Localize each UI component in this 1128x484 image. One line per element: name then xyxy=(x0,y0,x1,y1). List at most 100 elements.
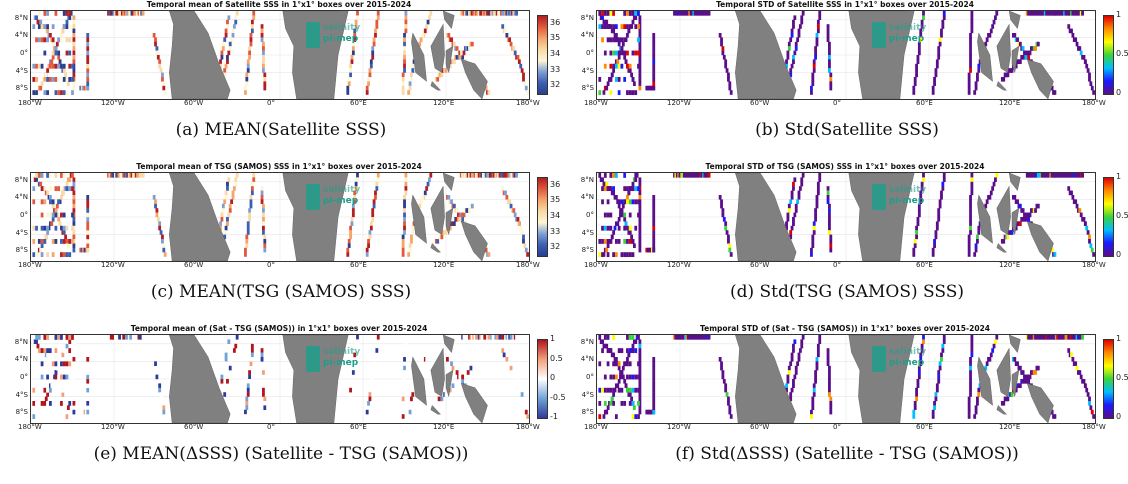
data-cell xyxy=(1076,204,1079,209)
data-cell xyxy=(55,401,58,406)
data-cell xyxy=(829,77,832,82)
data-cell xyxy=(232,195,235,200)
data-cell xyxy=(990,353,993,358)
data-cell xyxy=(251,348,254,353)
data-cell xyxy=(55,46,58,51)
data-cell xyxy=(57,186,60,191)
data-cell xyxy=(374,191,377,196)
data-cell xyxy=(940,29,943,34)
data-cell xyxy=(1054,252,1057,257)
data-cell xyxy=(86,383,89,388)
data-cell xyxy=(976,397,979,402)
data-cell xyxy=(632,186,635,191)
data-cell xyxy=(86,213,89,218)
land-mass xyxy=(1027,59,1053,99)
watermark-text: salinity xyxy=(323,348,360,357)
data-cell xyxy=(447,195,450,200)
data-cell xyxy=(814,375,817,380)
data-cell xyxy=(46,213,49,218)
data-cell xyxy=(975,81,978,86)
data-cell xyxy=(405,191,408,196)
data-cell xyxy=(436,77,439,82)
data-cell xyxy=(990,29,993,34)
data-cell xyxy=(629,186,632,191)
data-cell xyxy=(57,379,60,384)
data-cell xyxy=(724,383,727,388)
data-cell xyxy=(160,68,163,73)
data-cell xyxy=(1034,208,1037,213)
data-cell xyxy=(598,24,601,29)
data-cell xyxy=(827,191,830,196)
data-cell xyxy=(73,388,76,393)
data-cell xyxy=(411,68,414,73)
data-cell xyxy=(941,20,944,25)
data-cell xyxy=(968,252,971,257)
data-cell xyxy=(1091,86,1094,91)
data-cell xyxy=(371,213,374,218)
data-cell xyxy=(409,410,412,415)
x-tick-label: 0° xyxy=(833,99,841,107)
data-cell xyxy=(71,226,74,231)
data-cell xyxy=(629,388,632,393)
data-cell xyxy=(632,199,635,204)
data-cell xyxy=(637,375,640,380)
data-cell xyxy=(52,348,55,353)
colorbar-tick-label: 1 xyxy=(1116,172,1121,181)
data-cell xyxy=(351,221,354,226)
map-area xyxy=(596,172,1096,262)
data-cell xyxy=(86,59,89,64)
data-cell xyxy=(46,335,49,340)
data-cell xyxy=(612,64,615,69)
data-cell xyxy=(637,51,640,56)
y-tick-label: 4°N xyxy=(15,355,28,363)
data-cell xyxy=(936,221,939,226)
data-cell xyxy=(652,226,655,231)
data-cell xyxy=(525,248,528,253)
data-cell xyxy=(615,173,618,178)
data-cell xyxy=(403,230,406,235)
data-cell xyxy=(456,370,459,375)
data-cell xyxy=(68,64,71,69)
data-cell xyxy=(68,339,71,344)
data-cell xyxy=(915,68,918,73)
data-cell xyxy=(969,226,972,231)
data-cell xyxy=(969,208,972,213)
data-cell xyxy=(45,235,48,240)
data-cell xyxy=(817,353,820,358)
data-cell xyxy=(60,361,63,366)
data-cell xyxy=(409,81,412,86)
data-cell xyxy=(447,33,450,38)
y-tick-label: 8°N xyxy=(15,338,28,346)
data-cell xyxy=(245,235,248,240)
data-cell xyxy=(35,401,38,406)
colorbar-tick-label: 0 xyxy=(1116,412,1121,421)
data-cell xyxy=(73,37,76,42)
data-cell xyxy=(1024,55,1027,60)
watermark-text: salinity xyxy=(323,186,360,195)
data-cell xyxy=(639,339,642,344)
data-cell xyxy=(795,42,798,47)
data-cell xyxy=(943,335,946,340)
data-cell xyxy=(55,414,58,419)
data-cell xyxy=(814,370,817,375)
data-cell xyxy=(935,230,938,235)
data-cell xyxy=(811,235,814,240)
data-cell xyxy=(522,77,525,82)
data-cell xyxy=(248,208,251,213)
data-cell xyxy=(261,191,264,196)
data-cell xyxy=(632,348,635,353)
data-cell xyxy=(791,191,794,196)
y-tick-label: 4°S xyxy=(582,229,594,237)
data-cell xyxy=(60,195,63,200)
data-cell xyxy=(66,77,69,82)
land-mass xyxy=(431,24,445,72)
data-cell xyxy=(1067,186,1070,191)
x-tick-label: 180°W xyxy=(516,99,540,107)
data-cell xyxy=(652,86,655,91)
data-cell xyxy=(973,252,976,257)
data-cell xyxy=(456,208,459,213)
data-cell xyxy=(73,208,76,213)
land-mass xyxy=(977,33,992,81)
data-cell xyxy=(609,388,612,393)
data-cell xyxy=(912,90,915,95)
